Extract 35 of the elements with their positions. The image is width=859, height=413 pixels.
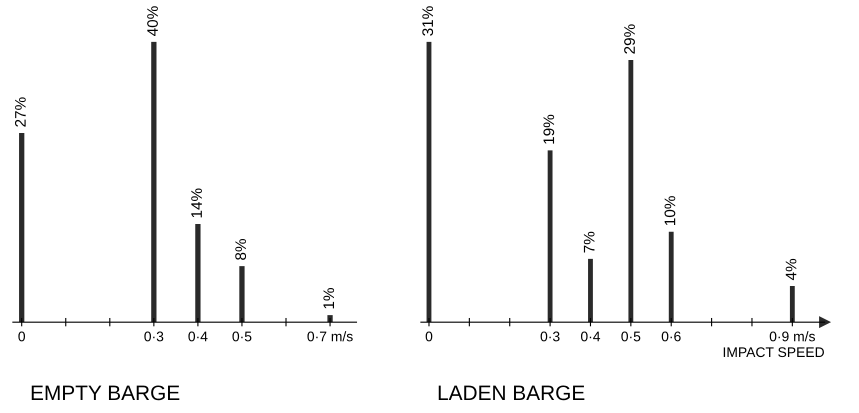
x-tick-label: 0·9 m/s (770, 331, 815, 342)
x-tick-label: 0·5 (232, 332, 252, 342)
text: LADEN BARGE (438, 385, 584, 400)
x-tick-label: 0·4 (188, 332, 208, 342)
x-tick-label: 0·3 (540, 332, 560, 342)
bar (426, 42, 432, 322)
data-label: 27% (14, 97, 26, 127)
data-label: 19% (543, 114, 554, 144)
data-label: 31% (422, 6, 434, 36)
bar (151, 42, 156, 322)
bar (588, 258, 593, 322)
data-label: 14% (191, 188, 202, 218)
data-label: 4% (786, 258, 796, 280)
bar (19, 132, 24, 322)
bar (628, 60, 634, 322)
x-tick-label: 0·4 (580, 332, 600, 342)
bar (548, 150, 553, 322)
text: EMPTY BARGE (32, 385, 180, 400)
bar (790, 286, 795, 322)
bar (195, 224, 201, 322)
x-tick-label: 0·7 m/s (307, 331, 353, 342)
x-tick-label: 0·3 (144, 332, 164, 342)
data-label: 29% (624, 24, 635, 54)
data-label: 8% (235, 238, 246, 260)
x-tick-label: 0·6 (662, 332, 681, 342)
data-label: 7% (584, 232, 595, 253)
data-label: 40% (147, 6, 158, 36)
x-tick-label: 0 (18, 332, 26, 342)
x-tick-label: 0·5 (621, 332, 640, 342)
data-label: 10% (664, 196, 676, 226)
x-axis-title: IMPACT SPEED (724, 347, 824, 358)
data-label: 1% (323, 288, 334, 308)
bar (668, 232, 674, 322)
bar (239, 266, 245, 322)
x-tick-label: 0 (426, 332, 432, 342)
